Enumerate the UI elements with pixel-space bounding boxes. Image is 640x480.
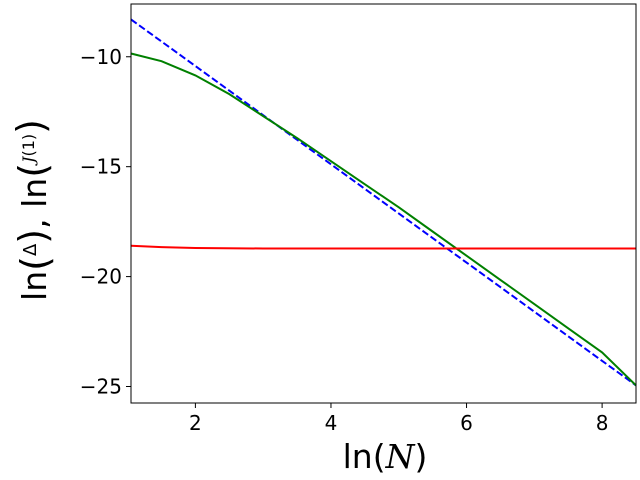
- tick-layer: 2 4 6 8 −10 −15 −20 −25: [80, 45, 609, 435]
- series-line-0: [130, 18, 637, 387]
- series-line-2: [130, 244, 636, 250]
- y-tick-label: −10: [80, 45, 122, 69]
- y-axis-label: ln(Δ), ln(J(1)): [9, 119, 57, 301]
- svg-text:ln(Δ), ln(J(1)): ln(Δ), ln(J(1)): [9, 119, 57, 301]
- x-tick-label: 8: [596, 411, 609, 435]
- x-tick-label: 2: [189, 411, 202, 435]
- x-tick-label: 4: [325, 411, 338, 435]
- x-axis-label: ln(N): [343, 437, 428, 476]
- series-layer: [130, 18, 637, 387]
- y-tick-label: −20: [80, 265, 122, 289]
- y-tick-label: −25: [80, 375, 122, 399]
- series-line-1: [130, 52, 637, 387]
- y-tick-label: −15: [80, 155, 122, 179]
- x-tick-label: 6: [460, 411, 473, 435]
- plot-frame: [130, 3, 637, 404]
